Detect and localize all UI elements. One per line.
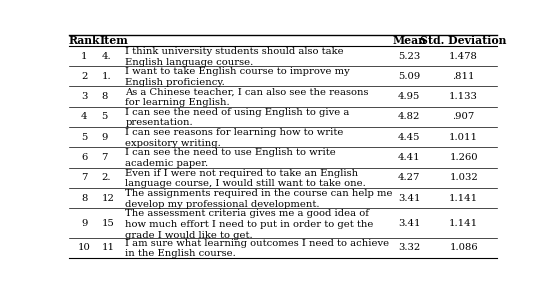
Text: 6: 6 — [81, 153, 88, 162]
Text: 1.260: 1.260 — [449, 153, 478, 162]
Text: 1: 1 — [81, 52, 88, 61]
Text: Item: Item — [100, 35, 129, 46]
Text: 5.23: 5.23 — [398, 52, 420, 61]
Text: 3: 3 — [81, 92, 88, 101]
Text: 3.41: 3.41 — [398, 194, 421, 203]
Text: 15: 15 — [102, 219, 114, 228]
Text: I can see reasons for learning how to write
expository writing.: I can see reasons for learning how to wr… — [125, 128, 344, 148]
Text: Even if I were not required to take an English
language course, I would still wa: Even if I were not required to take an E… — [125, 168, 366, 188]
Text: 7: 7 — [81, 173, 88, 182]
Text: I think university students should also take
English language course.: I think university students should also … — [125, 47, 344, 66]
Text: The assignments required in the course can help me
develop my professional devel: The assignments required in the course c… — [125, 189, 393, 209]
Text: 11: 11 — [102, 243, 114, 253]
Text: 12: 12 — [102, 194, 114, 203]
Text: I can see the need to use English to write
academic paper.: I can see the need to use English to wri… — [125, 148, 336, 168]
Text: 5.09: 5.09 — [398, 72, 420, 81]
Text: 1.032: 1.032 — [449, 173, 478, 182]
Text: 1.: 1. — [102, 72, 111, 81]
Text: 4.82: 4.82 — [398, 113, 420, 122]
Text: 4: 4 — [81, 113, 88, 122]
Text: 3.41: 3.41 — [398, 219, 421, 228]
Text: 5: 5 — [102, 113, 108, 122]
Text: 9: 9 — [81, 219, 88, 228]
Text: 8: 8 — [102, 92, 108, 101]
Text: 4.: 4. — [102, 52, 111, 61]
Text: 7: 7 — [102, 153, 108, 162]
Text: 10: 10 — [78, 243, 91, 253]
Text: 8: 8 — [81, 194, 88, 203]
Text: .907: .907 — [453, 113, 475, 122]
Text: I want to take English course to improve my
English proficiency.: I want to take English course to improve… — [125, 67, 350, 87]
Text: 4.41: 4.41 — [398, 153, 421, 162]
Text: 2: 2 — [81, 72, 88, 81]
Text: 2.: 2. — [102, 173, 111, 182]
Text: Mean: Mean — [392, 35, 426, 46]
Text: 1.086: 1.086 — [449, 243, 478, 253]
Text: Rank: Rank — [68, 35, 100, 46]
Text: 3.32: 3.32 — [398, 243, 420, 253]
Text: As a Chinese teacher, I can also see the reasons
for learning English.: As a Chinese teacher, I can also see the… — [125, 87, 369, 107]
Text: 1.478: 1.478 — [449, 52, 478, 61]
Text: I am sure what learning outcomes I need to achieve
in the English course.: I am sure what learning outcomes I need … — [125, 239, 390, 258]
Text: 4.45: 4.45 — [398, 133, 421, 142]
Text: I can see the need of using English to give a
presentation.: I can see the need of using English to g… — [125, 108, 350, 127]
Text: 1.133: 1.133 — [449, 92, 478, 101]
Text: 4.95: 4.95 — [398, 92, 420, 101]
Text: Std. Deviation: Std. Deviation — [421, 35, 507, 46]
Text: 1.011: 1.011 — [449, 133, 478, 142]
Text: 4.27: 4.27 — [398, 173, 420, 182]
Text: 1.141: 1.141 — [449, 194, 478, 203]
Text: 1.141: 1.141 — [449, 219, 478, 228]
Text: 5: 5 — [81, 133, 88, 142]
Text: 9: 9 — [102, 133, 108, 142]
Text: .811: .811 — [453, 72, 475, 81]
Text: The assessment criteria gives me a good idea of
how much effort I need to put in: The assessment criteria gives me a good … — [125, 209, 374, 240]
